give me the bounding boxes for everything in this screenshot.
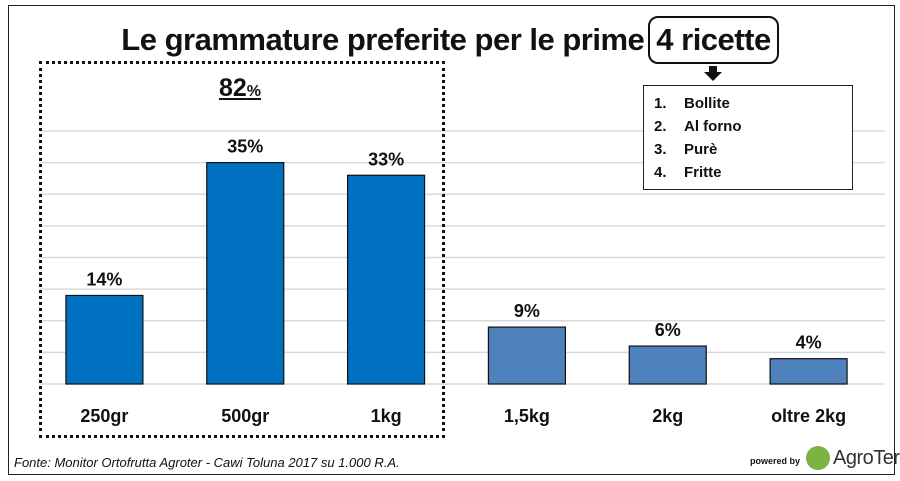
bar: [628, 345, 707, 385]
title-boxed: 4 ricette: [648, 16, 779, 64]
x-tick-label: 250gr: [80, 406, 128, 426]
x-tick-label: 500gr: [221, 406, 269, 426]
title-main: Le grammature preferite per le prime: [121, 22, 645, 57]
source-note: Fonte: Monitor Ortofrutta Agroter - Cawi…: [14, 455, 400, 470]
bar: [487, 326, 567, 385]
data-label: 6%: [655, 320, 681, 340]
data-label: 14%: [86, 269, 122, 289]
recipe-item: 2. Al forno: [654, 118, 742, 135]
x-tick-label: 2kg: [652, 406, 683, 426]
bar: [206, 162, 285, 385]
group-total: 82%: [218, 74, 262, 102]
recipe-item: 4. Fritte: [654, 164, 722, 181]
agroter-logo: AgroTer: [806, 446, 900, 470]
highlight-group-box: [39, 61, 445, 438]
data-label: 33%: [368, 149, 404, 169]
recipe-item: 1. Bollite: [654, 95, 730, 112]
data-label: 9%: [514, 301, 540, 321]
x-tick-label: 1kg: [371, 406, 402, 426]
bar: [65, 294, 144, 385]
recipe-item: 3. Purè: [654, 141, 718, 158]
tree-icon: [806, 446, 830, 470]
x-tick-label: 1,5kg: [504, 406, 550, 426]
powered-by: powered by: [750, 456, 801, 466]
bar: [346, 174, 426, 385]
data-label: 4%: [796, 333, 822, 353]
chart-frame: [8, 5, 895, 475]
data-label: 35%: [227, 137, 263, 157]
logo-text: AgroTer: [833, 446, 900, 469]
chart-title: Le grammature preferite per le prime 4 ri…: [0, 16, 900, 64]
x-tick-label: oltre 2kg: [771, 406, 846, 426]
recipe-list: 1. Bollite 2. Al forno 3. Purè 4. Fritte: [643, 85, 853, 190]
bar: [769, 358, 848, 385]
